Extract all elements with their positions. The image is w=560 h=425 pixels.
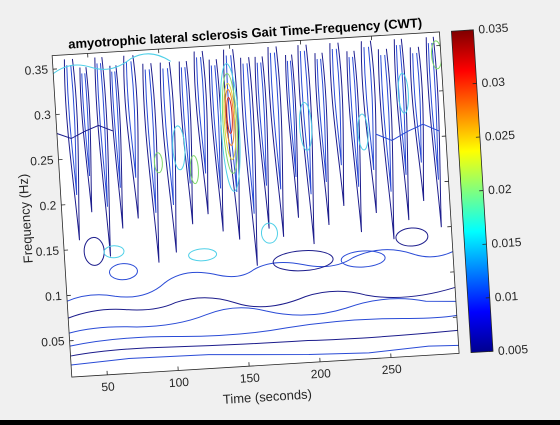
x-tick-label: 250 xyxy=(381,362,402,377)
colorbar-tick-label: 0.005 xyxy=(498,342,529,358)
y-tick-label: 0.3 xyxy=(34,108,52,123)
y-tick-label: 0.35 xyxy=(24,63,48,78)
colorbar-tick-label: 0.015 xyxy=(491,235,522,251)
y-tick-label: 0.25 xyxy=(30,153,54,168)
y-tick-label: 0.1 xyxy=(45,289,63,304)
colorbar-tick-label: 0.03 xyxy=(481,75,505,90)
y-tick-label: 0.05 xyxy=(41,334,65,349)
plot-area: 50 100 150 200 250 0.05 0.1 0.15 0.2 0.25 0.3 0.35 xyxy=(24,32,461,398)
x-tick-label: 200 xyxy=(310,366,331,381)
y-tick-label: 0.15 xyxy=(35,244,59,259)
colorbar-tick-label: 0.01 xyxy=(494,289,518,304)
colorbar-tick-label: 0.025 xyxy=(484,128,515,144)
x-tick-label: 100 xyxy=(169,375,190,390)
colorbar-tick-label: 0.02 xyxy=(488,182,512,197)
colorbar-tick-label: 0.035 xyxy=(478,21,509,37)
x-tick-label: 50 xyxy=(101,379,116,394)
x-tick-label: 150 xyxy=(239,371,260,386)
y-tick-label: 0.2 xyxy=(39,198,57,213)
